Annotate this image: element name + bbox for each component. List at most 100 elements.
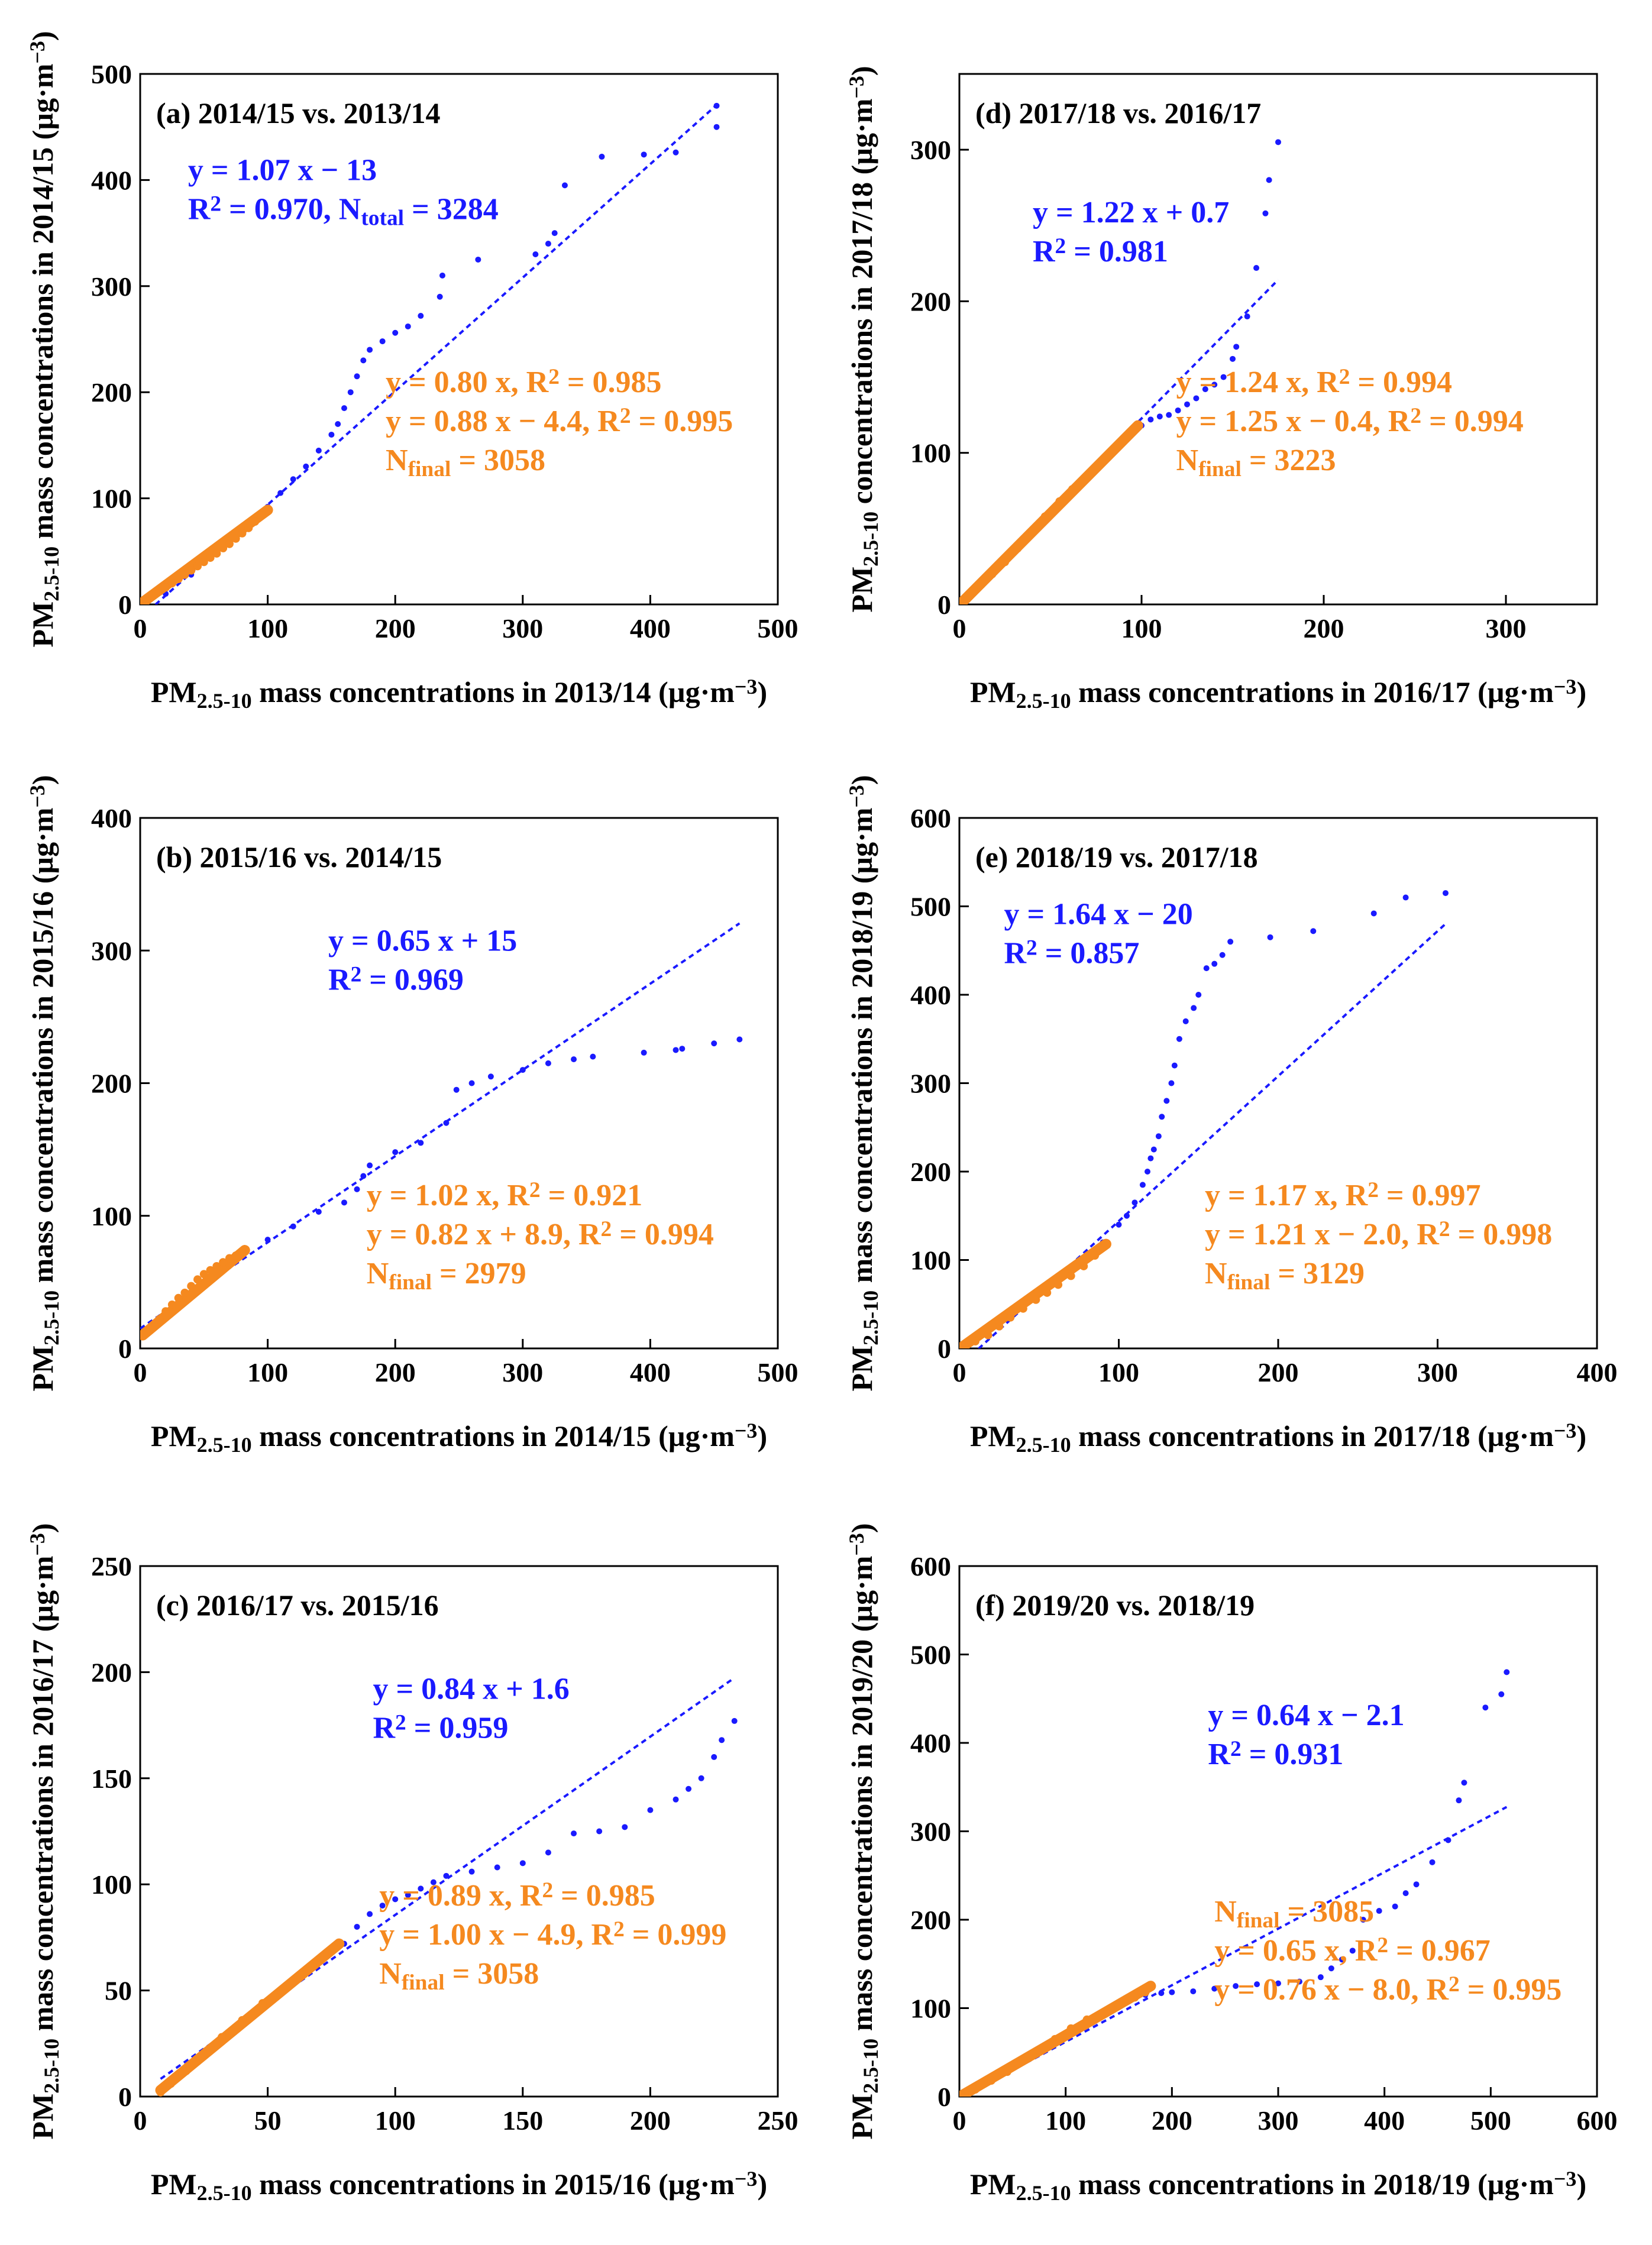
blue-point <box>1156 413 1163 420</box>
x-tick-label: 100 <box>1121 613 1162 643</box>
blue-point <box>1203 965 1210 972</box>
orange-regression-text: y = 1.02 x, R2 = 0.921 <box>367 1178 643 1212</box>
y-tick-label: 200 <box>91 1069 132 1099</box>
blue-point <box>1169 1989 1175 1995</box>
orange-point <box>977 580 985 589</box>
blue-point <box>1402 1890 1409 1897</box>
y-tick-label: 400 <box>91 165 132 195</box>
orange-point <box>206 1266 215 1274</box>
blue-point <box>731 1717 738 1724</box>
blue-point <box>328 431 335 438</box>
y-tick-label: 0 <box>937 590 951 620</box>
orange-point <box>199 558 208 567</box>
orange-point <box>1110 445 1118 454</box>
x-axis-label: PM2.5-10 mass concentrations in 2014/15 … <box>151 1419 767 1457</box>
blue-regression-text: R2 = 0.981 <box>1033 234 1168 269</box>
orange-regression-text: Nfinal = 3129 <box>1205 1257 1365 1295</box>
orange-point <box>155 1315 164 1324</box>
orange-point <box>187 1282 196 1290</box>
blue-point <box>1155 1133 1162 1140</box>
x-tick-label: 400 <box>630 613 671 643</box>
orange-point <box>1079 1261 1088 1270</box>
blue-regression-text: y = 1.22 x + 0.7 <box>1033 196 1229 229</box>
blue-point <box>698 1775 704 1781</box>
blue-point <box>519 1067 526 1073</box>
blue-point <box>1190 1988 1197 1995</box>
blue-point <box>354 373 360 380</box>
blue-point <box>392 1896 399 1903</box>
blue-point <box>647 1807 654 1813</box>
orange-regression-text: y = 0.89 x, R2 = 0.985 <box>379 1878 655 1913</box>
blue-point <box>561 182 568 189</box>
y-axis-label: PM2.5-10 mass concentrations in 2018/19 … <box>845 775 882 1391</box>
blue-point <box>1230 355 1236 362</box>
y-tick-label: 500 <box>910 892 951 922</box>
y-tick-label: 400 <box>910 1728 951 1758</box>
blue-point <box>1233 344 1240 350</box>
orange-point <box>1130 1993 1139 2002</box>
y-tick-label: 100 <box>91 484 132 514</box>
orange-point <box>1028 527 1037 536</box>
blue-point <box>1392 1903 1398 1910</box>
blue-point <box>1184 401 1190 407</box>
y-tick-label: 300 <box>910 1817 951 1847</box>
blue-point <box>622 1824 628 1830</box>
panel-d: 0 100 200 300 0 100 200 300 PM2.5-10 mass concen… <box>845 66 1598 713</box>
x-tick-label: 500 <box>758 1357 798 1387</box>
y-tick-label: 100 <box>91 1869 132 1900</box>
blue-point <box>1244 313 1250 320</box>
plot-data <box>140 101 722 604</box>
blue-point <box>367 1911 373 1917</box>
orange-point <box>1091 1251 1100 1260</box>
panel-e: 0 100 200 300 400 0 100 200 300 400 500 600 PM2.5-10… <box>845 775 1618 1457</box>
panel-title: (a) 2014/15 vs. 2013/14 <box>156 96 441 130</box>
blue-point <box>1370 910 1377 917</box>
y-axis-label: PM2.5-10 mass concentrations in 2015/16 … <box>25 775 63 1391</box>
blue-point <box>1211 960 1218 967</box>
blue-point <box>711 1754 717 1760</box>
orange-point <box>199 2050 208 2059</box>
x-tick-label: 0 <box>134 2105 147 2136</box>
orange-point <box>193 1275 202 1284</box>
blue-point <box>360 357 367 364</box>
plot-data <box>959 139 1281 604</box>
y-tick-label: 400 <box>910 980 951 1010</box>
y-tick-label: 600 <box>910 803 951 833</box>
orange-point <box>187 566 196 575</box>
orange-point <box>217 2033 226 2042</box>
orange-point <box>1068 485 1076 494</box>
orange-point <box>219 1258 228 1267</box>
blue-point <box>341 405 347 412</box>
x-axis-label: PM2.5-10 mass concentrations in 2015/16 … <box>151 2167 767 2205</box>
orange-point <box>971 1337 979 1346</box>
blue-point <box>641 151 647 158</box>
blue-regression-text: y = 0.65 x + 15 <box>328 924 517 957</box>
blue-point <box>545 241 551 247</box>
orange-point <box>1098 2008 1107 2017</box>
x-tick-label: 250 <box>758 2105 798 2136</box>
orange-point <box>988 570 997 578</box>
orange-regression-text: Nfinal = 2979 <box>367 1257 526 1295</box>
orange-fit-band <box>155 1938 345 2096</box>
blue-regression-text: R2 = 0.857 <box>1004 936 1139 970</box>
x-tick-label: 0 <box>134 613 147 643</box>
panel-c: 0 50 100 150 200 250 0 50 100 150 200 250 PM2.5-10 m… <box>25 1523 798 2205</box>
blue-point <box>468 1868 475 1875</box>
orange-regression-text: y = 1.21 x − 2.0, R2 = 0.998 <box>1205 1217 1552 1251</box>
orange-point <box>167 579 176 588</box>
blue-point <box>1275 139 1281 145</box>
orange-point <box>148 1323 157 1332</box>
blue-point <box>392 329 399 336</box>
y-tick-label: 200 <box>910 1157 951 1187</box>
y-tick-label: 300 <box>91 271 132 302</box>
orange-point <box>180 570 189 579</box>
blue-point <box>1211 381 1218 388</box>
orange-point <box>193 562 202 571</box>
orange-point <box>1003 2068 1011 2076</box>
x-tick-label: 300 <box>502 1357 543 1387</box>
blue-point <box>1339 1956 1345 1963</box>
blue-point <box>519 1860 526 1866</box>
blue-point <box>1498 1691 1505 1697</box>
blue-point <box>1150 1146 1157 1153</box>
orange-regression-text: y = 0.65 x, R2 = 0.967 <box>1214 1933 1491 1968</box>
